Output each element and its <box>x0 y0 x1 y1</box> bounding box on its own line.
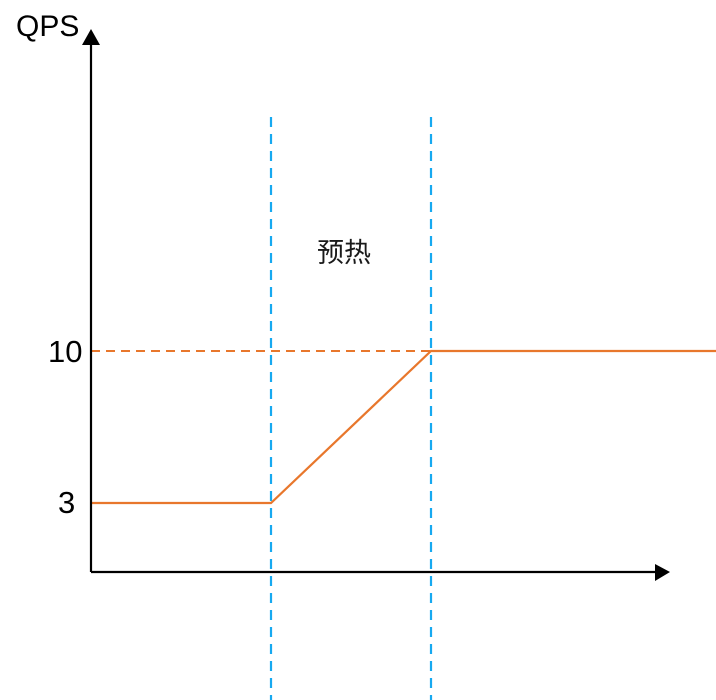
svg-text:预热: 预热 <box>317 238 371 268</box>
svg-text:10: 10 <box>48 334 82 369</box>
svg-text:QPS: QPS <box>16 10 79 43</box>
svg-text:3: 3 <box>58 485 75 520</box>
